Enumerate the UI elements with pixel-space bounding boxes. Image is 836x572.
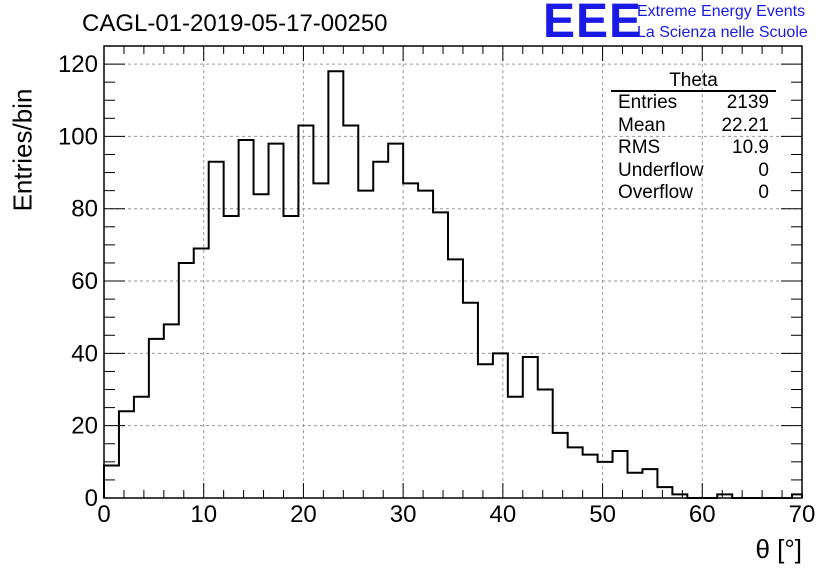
eee-logo-icon: EEE (543, 0, 643, 48)
stats-label: Overflow (618, 182, 693, 204)
stats-label: Mean (618, 114, 666, 136)
chart-title: CAGL-01-2019-05-17-00250 (82, 10, 388, 37)
y-tick-label: 40 (71, 340, 98, 367)
y-tick-label: 60 (71, 268, 98, 295)
stats-title: Theta (611, 71, 776, 92)
stats-value: 0 (758, 182, 769, 204)
stats-box: Theta Entries 2139 Mean 22.21 RMS 10.9 U… (611, 71, 776, 205)
stats-value: 22.21 (721, 114, 769, 136)
y-tick-label: 80 (71, 196, 98, 223)
stats-row-entries: Entries 2139 (611, 92, 776, 115)
histogram-line (103, 70, 803, 499)
logo-line-1: Extreme Energy Events (637, 3, 806, 20)
stats-label: RMS (618, 137, 661, 159)
y-tick-label: 120 (58, 51, 98, 78)
x-tick-label: 50 (589, 501, 616, 528)
stats-row-overflow: Overflow 0 (611, 182, 776, 205)
stats-label: Underflow (618, 159, 704, 181)
stats-row-mean: Mean 22.21 (611, 115, 776, 138)
plot-frame (103, 45, 803, 499)
y-tick-label: 100 (58, 123, 98, 150)
stats-row-rms: RMS 10.9 (611, 137, 776, 160)
logo-line-2: La Scienza nelle Scuole (637, 24, 808, 41)
stats-value: 2139 (726, 92, 769, 113)
x-tick-label: 60 (689, 501, 716, 528)
x-tick-label: 0 (97, 501, 110, 528)
x-tick-label: 70 (789, 501, 816, 528)
x-tick-label: 30 (390, 501, 417, 528)
stats-label: Entries (618, 92, 678, 113)
stats-value: 0 (758, 159, 769, 181)
y-tick-label: 0 (85, 485, 98, 512)
x-tick-label: 10 (190, 501, 217, 528)
x-tick-label: 20 (290, 501, 317, 528)
stats-row-underflow: Underflow 0 (611, 160, 776, 183)
x-axis-label: θ [°] (755, 534, 802, 564)
x-tick-label: 40 (490, 501, 517, 528)
y-tick-label: 20 (71, 413, 98, 440)
stats-value: 10.9 (732, 137, 769, 159)
